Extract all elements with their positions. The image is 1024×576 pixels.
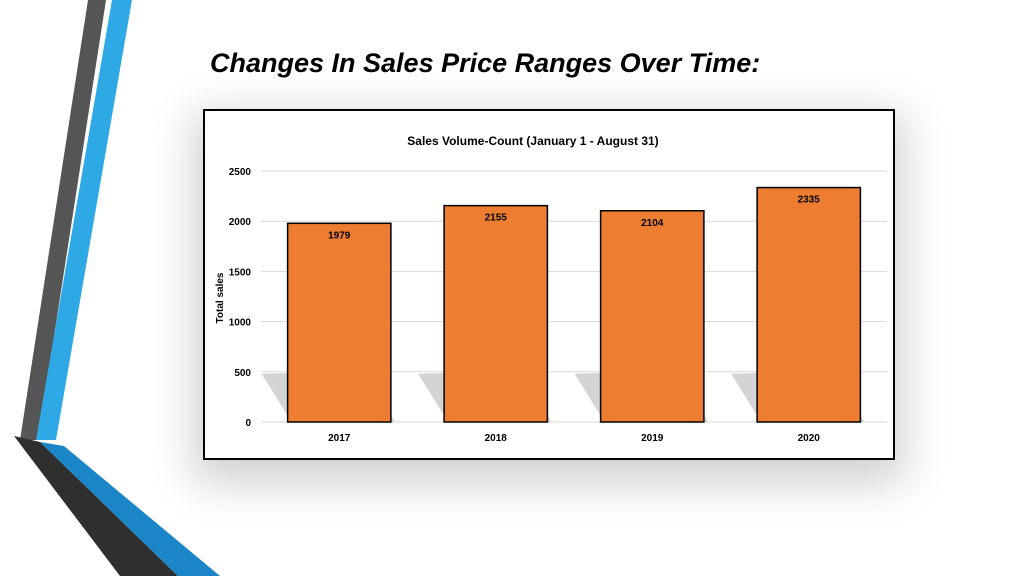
bar-2019	[599, 210, 705, 423]
y-tick-label: 0	[245, 418, 251, 429]
y-axis-label: Total sales	[215, 272, 226, 323]
blue-stripe	[36, 0, 132, 440]
gray-stripe	[20, 0, 106, 440]
x-tick-label-2020: 2020	[798, 433, 821, 444]
bar-2017	[286, 222, 392, 423]
bars	[286, 186, 862, 423]
data-label-2019: 2104	[641, 218, 664, 229]
y-tick-label: 500	[234, 368, 251, 379]
bar-2020	[756, 186, 862, 423]
chart-title: Sales Volume-Count (January 1 - August 3…	[407, 134, 658, 148]
labels: 0 500 1000 1500 2000 2500 1979 2017 2155 2018 2104…	[229, 167, 821, 444]
data-label-2018: 2155	[485, 213, 508, 224]
x-tick-label-2018: 2018	[485, 433, 508, 444]
y-tick-label: 2000	[229, 217, 252, 228]
blue-wedge	[40, 442, 220, 576]
sales-bar-chart: Sales Volume-Count (January 1 - August 3…	[215, 134, 887, 444]
slide-title: Changes In Sales Price Ranges Over Time:	[210, 48, 761, 78]
chart-frame: Sales Volume-Count (January 1 - August 3…	[203, 109, 895, 460]
data-label-2020: 2335	[798, 195, 821, 206]
bar-2018	[443, 204, 549, 423]
y-tick-label: 2500	[229, 167, 252, 178]
x-tick-label-2019: 2019	[641, 433, 664, 444]
y-tick-label: 1500	[229, 267, 252, 278]
data-label-2017: 1979	[328, 230, 351, 241]
dark-wedge	[14, 436, 178, 576]
x-tick-label-2017: 2017	[328, 433, 351, 444]
y-tick-label: 1000	[229, 318, 252, 329]
